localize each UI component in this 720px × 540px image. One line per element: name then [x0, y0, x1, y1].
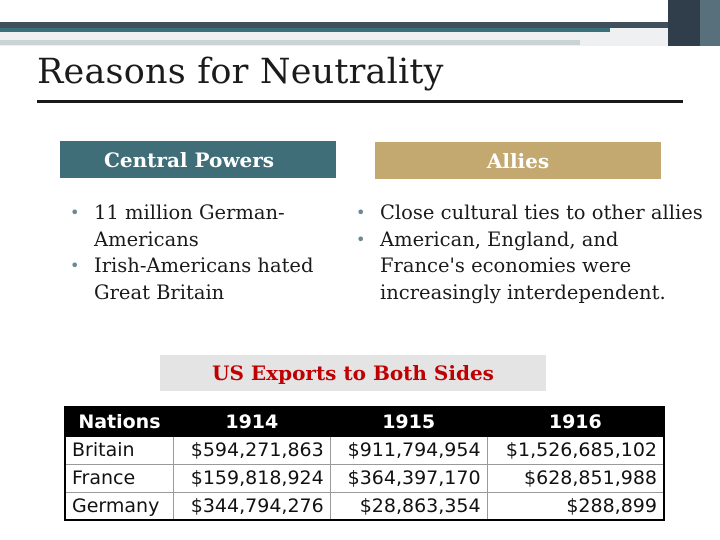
allies-header: Allies: [375, 142, 661, 179]
table-row: France $159,818,924 $364,397,170 $628,85…: [64, 463, 665, 493]
column-header: 1914: [172, 406, 331, 437]
bullet-dot-icon: •: [70, 256, 80, 275]
table-row: Britain $594,271,863 $911,794,954 $1,526…: [64, 435, 665, 465]
table-cell: France: [64, 463, 174, 493]
bullet-dot-icon: •: [356, 229, 366, 249]
banner-teal-stripe: [0, 28, 610, 32]
bullet-dot-icon: •: [70, 203, 80, 222]
slide-title: Reasons for Neutrality: [37, 52, 444, 92]
banner-corner-accent: [700, 0, 720, 46]
table-cell: $364,397,170: [329, 463, 488, 493]
table-cell: $594,271,863: [172, 435, 331, 465]
table-cell: $1,526,685,102: [486, 435, 665, 465]
title-underline: [37, 100, 683, 103]
central-powers-header: Central Powers: [60, 141, 336, 178]
table-row: Germany $344,794,276 $28,863,354 $288,89…: [64, 491, 665, 521]
table-cell: $288,899: [486, 491, 665, 521]
table-cell: $159,818,924: [172, 463, 331, 493]
bullet-item: • 11 million German-Americans: [66, 200, 356, 253]
bullet-dot-icon: •: [356, 203, 366, 222]
table-cell: $911,794,954: [329, 435, 488, 465]
column-header: 1916: [486, 406, 665, 437]
table-header-row: Nations 1914 1915 1916: [64, 406, 665, 437]
table-cell: $344,794,276: [172, 491, 331, 521]
banner-dark-stripe: [0, 22, 720, 28]
banner-grey-stripe: [0, 40, 580, 45]
bullet-text: Close cultural ties to other allies: [380, 201, 703, 224]
column-header: 1915: [329, 406, 488, 437]
bullet-item: • Irish-Americans hated Great Britain: [66, 253, 356, 306]
table-cell: $28,863,354: [329, 491, 488, 521]
top-banner: [0, 0, 720, 26]
bullet-item: • American, England, and France's econom…: [352, 227, 707, 307]
allies-bullets: • Close cultural ties to other allies • …: [352, 200, 707, 306]
column-header: Nations: [64, 406, 174, 437]
table-cell: Britain: [64, 435, 174, 465]
exports-heading: US Exports to Both Sides: [160, 355, 546, 391]
bullet-text: Irish-Americans hated Great Britain: [94, 254, 314, 304]
central-powers-bullets: • 11 million German-Americans • Irish-Am…: [66, 200, 356, 306]
exports-table: Nations 1914 1915 1916 Britain $594,271,…: [64, 406, 665, 521]
bullet-item: • Close cultural ties to other allies: [352, 200, 707, 227]
table-cell: $628,851,988: [486, 463, 665, 493]
table-cell: Germany: [64, 491, 174, 521]
bullet-text: American, England, and France's economie…: [380, 227, 666, 304]
bullet-text: 11 million German-Americans: [94, 201, 285, 251]
